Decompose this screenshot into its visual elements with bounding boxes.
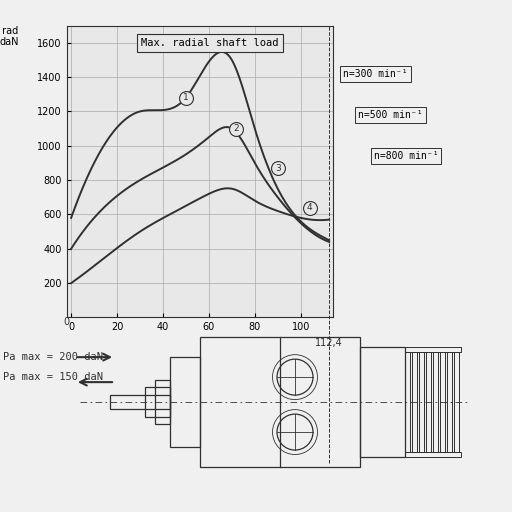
Text: 4: 4 — [307, 203, 313, 212]
Bar — [405, 352, 410, 452]
Text: Pa max = 150 daN: Pa max = 150 daN — [3, 372, 103, 382]
Bar — [170, 357, 200, 447]
Bar — [447, 352, 452, 452]
Text: n=300 min⁻¹: n=300 min⁻¹ — [343, 69, 408, 79]
Bar — [454, 352, 459, 452]
Text: Pa max = 200 daN: Pa max = 200 daN — [3, 352, 103, 362]
Bar — [405, 452, 461, 457]
Y-axis label: P rad
daN: P rad daN — [0, 26, 18, 47]
Text: n=500 min⁻¹: n=500 min⁻¹ — [358, 110, 423, 120]
Bar — [145, 387, 170, 417]
Bar — [412, 352, 417, 452]
Bar — [110, 395, 170, 409]
Bar — [440, 352, 445, 452]
Text: 0: 0 — [63, 317, 70, 327]
Text: 3: 3 — [275, 164, 281, 173]
Text: 1: 1 — [183, 93, 189, 102]
Bar — [200, 337, 360, 467]
Text: 2: 2 — [233, 124, 239, 133]
Text: Max. radial shaft load: Max. radial shaft load — [141, 38, 279, 48]
Bar — [419, 352, 424, 452]
Text: 112,4: 112,4 — [315, 338, 343, 348]
Bar — [433, 352, 438, 452]
Text: n=800 min⁻¹: n=800 min⁻¹ — [374, 151, 438, 161]
Bar — [426, 352, 431, 452]
Bar — [360, 347, 405, 457]
Bar — [155, 380, 170, 424]
Bar — [405, 347, 461, 352]
